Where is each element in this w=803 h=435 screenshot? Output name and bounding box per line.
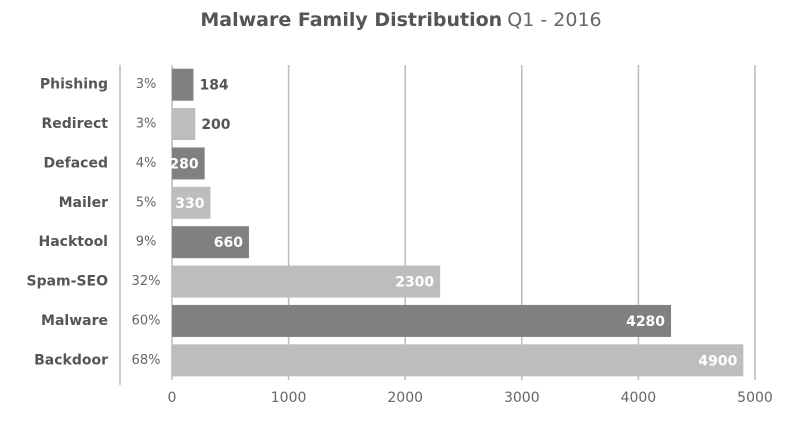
x-tick-label: 0 xyxy=(168,390,177,406)
value-label: 2300 xyxy=(395,275,434,291)
category-label: Spam-SEO xyxy=(27,274,109,290)
value-label: 184 xyxy=(199,78,228,94)
x-tick-label: 5000 xyxy=(737,390,773,406)
bar xyxy=(172,147,205,180)
share-label: 9% xyxy=(136,235,157,250)
chart-title: Malware Family Distribution xyxy=(200,9,502,31)
category-label: Defaced xyxy=(44,155,108,171)
x-tick-label: 1000 xyxy=(271,390,307,406)
category-label: Backdoor xyxy=(34,352,108,368)
value-label: 4280 xyxy=(626,314,665,330)
bar xyxy=(172,68,194,101)
share-label: 5% xyxy=(136,195,157,210)
x-tick-label: 3000 xyxy=(504,390,540,406)
bar xyxy=(172,186,211,219)
share-label: 60% xyxy=(132,313,161,328)
category-label: Phishing xyxy=(40,77,108,93)
share-label: 32% xyxy=(132,274,161,289)
category-label: Malware xyxy=(41,313,108,329)
x-tick-label: 2000 xyxy=(387,390,423,406)
bar xyxy=(172,265,441,298)
chart-heading: Malware Family Distribution Q1 - 2016 xyxy=(200,9,601,31)
x-tick-label: 4000 xyxy=(621,390,657,406)
share-label: 68% xyxy=(132,353,161,368)
category-label: Hacktool xyxy=(38,234,108,250)
category-label: Redirect xyxy=(42,116,109,132)
bar xyxy=(172,344,744,377)
value-label: 280 xyxy=(169,156,198,172)
category-label: Mailer xyxy=(59,195,108,211)
share-label: 3% xyxy=(136,77,157,92)
value-label: 330 xyxy=(175,196,204,212)
value-label: 660 xyxy=(214,235,243,251)
value-label: 4900 xyxy=(698,353,737,369)
bar xyxy=(172,226,249,259)
bar xyxy=(172,304,672,337)
share-label: 4% xyxy=(136,156,157,171)
bar xyxy=(172,108,196,141)
share-label: 3% xyxy=(136,117,157,132)
value-label: 200 xyxy=(201,117,230,133)
chart-subtitle: Q1 - 2016 xyxy=(507,9,601,31)
